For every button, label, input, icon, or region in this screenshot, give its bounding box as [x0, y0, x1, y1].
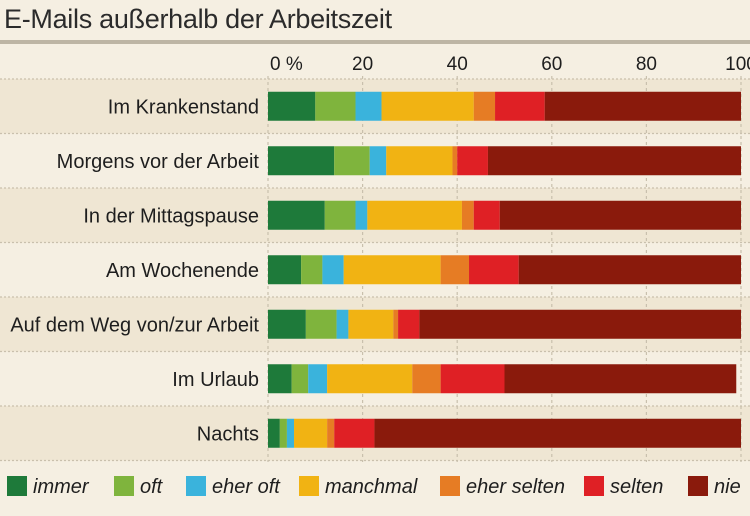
bar-segment — [440, 255, 470, 285]
bar-segment — [487, 146, 741, 176]
category-label: Nachts — [197, 423, 259, 445]
bar-segment — [268, 255, 302, 285]
category-label: Auf dem Weg von/zur Arbeit — [10, 314, 259, 336]
bar-segment — [334, 146, 370, 176]
x-tick-label: 80 — [636, 54, 657, 75]
bar-segment — [452, 146, 458, 176]
bar-segment — [348, 309, 394, 339]
x-tick-label: 0 % — [270, 54, 303, 75]
bar-segment — [324, 200, 356, 230]
legend-label: nie — [714, 476, 741, 498]
bar-segment — [291, 364, 309, 394]
category-label: Morgens vor der Arbeit — [57, 151, 260, 173]
bar-segment — [315, 91, 356, 121]
bar-segment — [308, 364, 328, 394]
bar-segment — [495, 91, 545, 121]
bar-segment — [355, 91, 382, 121]
bar-segment — [504, 364, 737, 394]
bar-segment — [544, 91, 741, 121]
legend-label: oft — [140, 476, 164, 498]
category-labels: Im Krankenstand Morgens vor der Arbeit In … — [10, 96, 259, 445]
bar-segment — [367, 200, 462, 230]
bar-segment — [355, 200, 368, 230]
legend-swatch — [440, 476, 460, 496]
legend-label: immer — [33, 476, 90, 498]
bar-segment — [386, 146, 453, 176]
title-underline — [0, 40, 750, 44]
bar-segment — [374, 418, 741, 448]
title-bar: E-Mails außerhalb der Arbeitszeit — [0, 0, 750, 44]
bar-segment — [419, 309, 741, 339]
category-label: In der Mittagspause — [83, 205, 259, 227]
legend-swatch — [688, 476, 708, 496]
x-tick-label: 60 — [541, 54, 562, 75]
bar-segment — [322, 255, 344, 285]
bar-segment — [268, 91, 316, 121]
legend-label: eher oft — [212, 476, 281, 498]
bars — [268, 91, 741, 448]
bar-segment — [294, 418, 328, 448]
bar-segment — [343, 255, 441, 285]
bar-segment — [268, 364, 292, 394]
legend-swatch — [299, 476, 319, 496]
bar-segment — [268, 418, 280, 448]
bar-segment — [305, 309, 337, 339]
legend-swatch — [114, 476, 134, 496]
bar-segment — [461, 200, 474, 230]
bar-segment — [440, 364, 505, 394]
chart-title: E-Mails außerhalb der Arbeitszeit — [4, 4, 392, 34]
bar-segment — [499, 200, 741, 230]
bar-segment — [334, 418, 375, 448]
legend-label: selten — [610, 476, 663, 498]
bar-segment — [327, 418, 335, 448]
bar-segment — [268, 146, 335, 176]
legend-label: manchmal — [325, 476, 418, 498]
x-tick-label: 40 — [447, 54, 468, 75]
bar-segment — [473, 91, 496, 121]
legend-label: eher selten — [466, 476, 565, 498]
bar-segment — [301, 255, 323, 285]
bar-segment — [398, 309, 420, 339]
bar-segment — [327, 364, 413, 394]
bar-segment — [286, 418, 295, 448]
bar-segment — [518, 255, 741, 285]
bar-segment — [381, 91, 474, 121]
x-tick-labels: 0 % 20 40 60 80 100 — [270, 54, 750, 75]
bar-segment — [268, 309, 306, 339]
bar-segment — [473, 200, 500, 230]
bar-segment — [469, 255, 519, 285]
legend-swatch — [7, 476, 27, 496]
category-label: Im Krankenstand — [108, 96, 259, 118]
category-label: Am Wochenende — [106, 260, 259, 282]
legend-swatch — [186, 476, 206, 496]
bar-segment — [412, 364, 441, 394]
legend: immer oft eher oft manchmal eher selten selte… — [7, 476, 741, 498]
legend-swatch — [584, 476, 604, 496]
bar-segment — [279, 418, 287, 448]
bar-segment — [336, 309, 349, 339]
bar-segment — [268, 200, 325, 230]
x-tick-label: 20 — [352, 54, 373, 75]
category-label: Im Urlaub — [172, 369, 259, 391]
bar-segment — [369, 146, 387, 176]
bar-segment — [393, 309, 399, 339]
x-tick-label: 100 — [725, 54, 750, 75]
bar-segment — [457, 146, 488, 176]
